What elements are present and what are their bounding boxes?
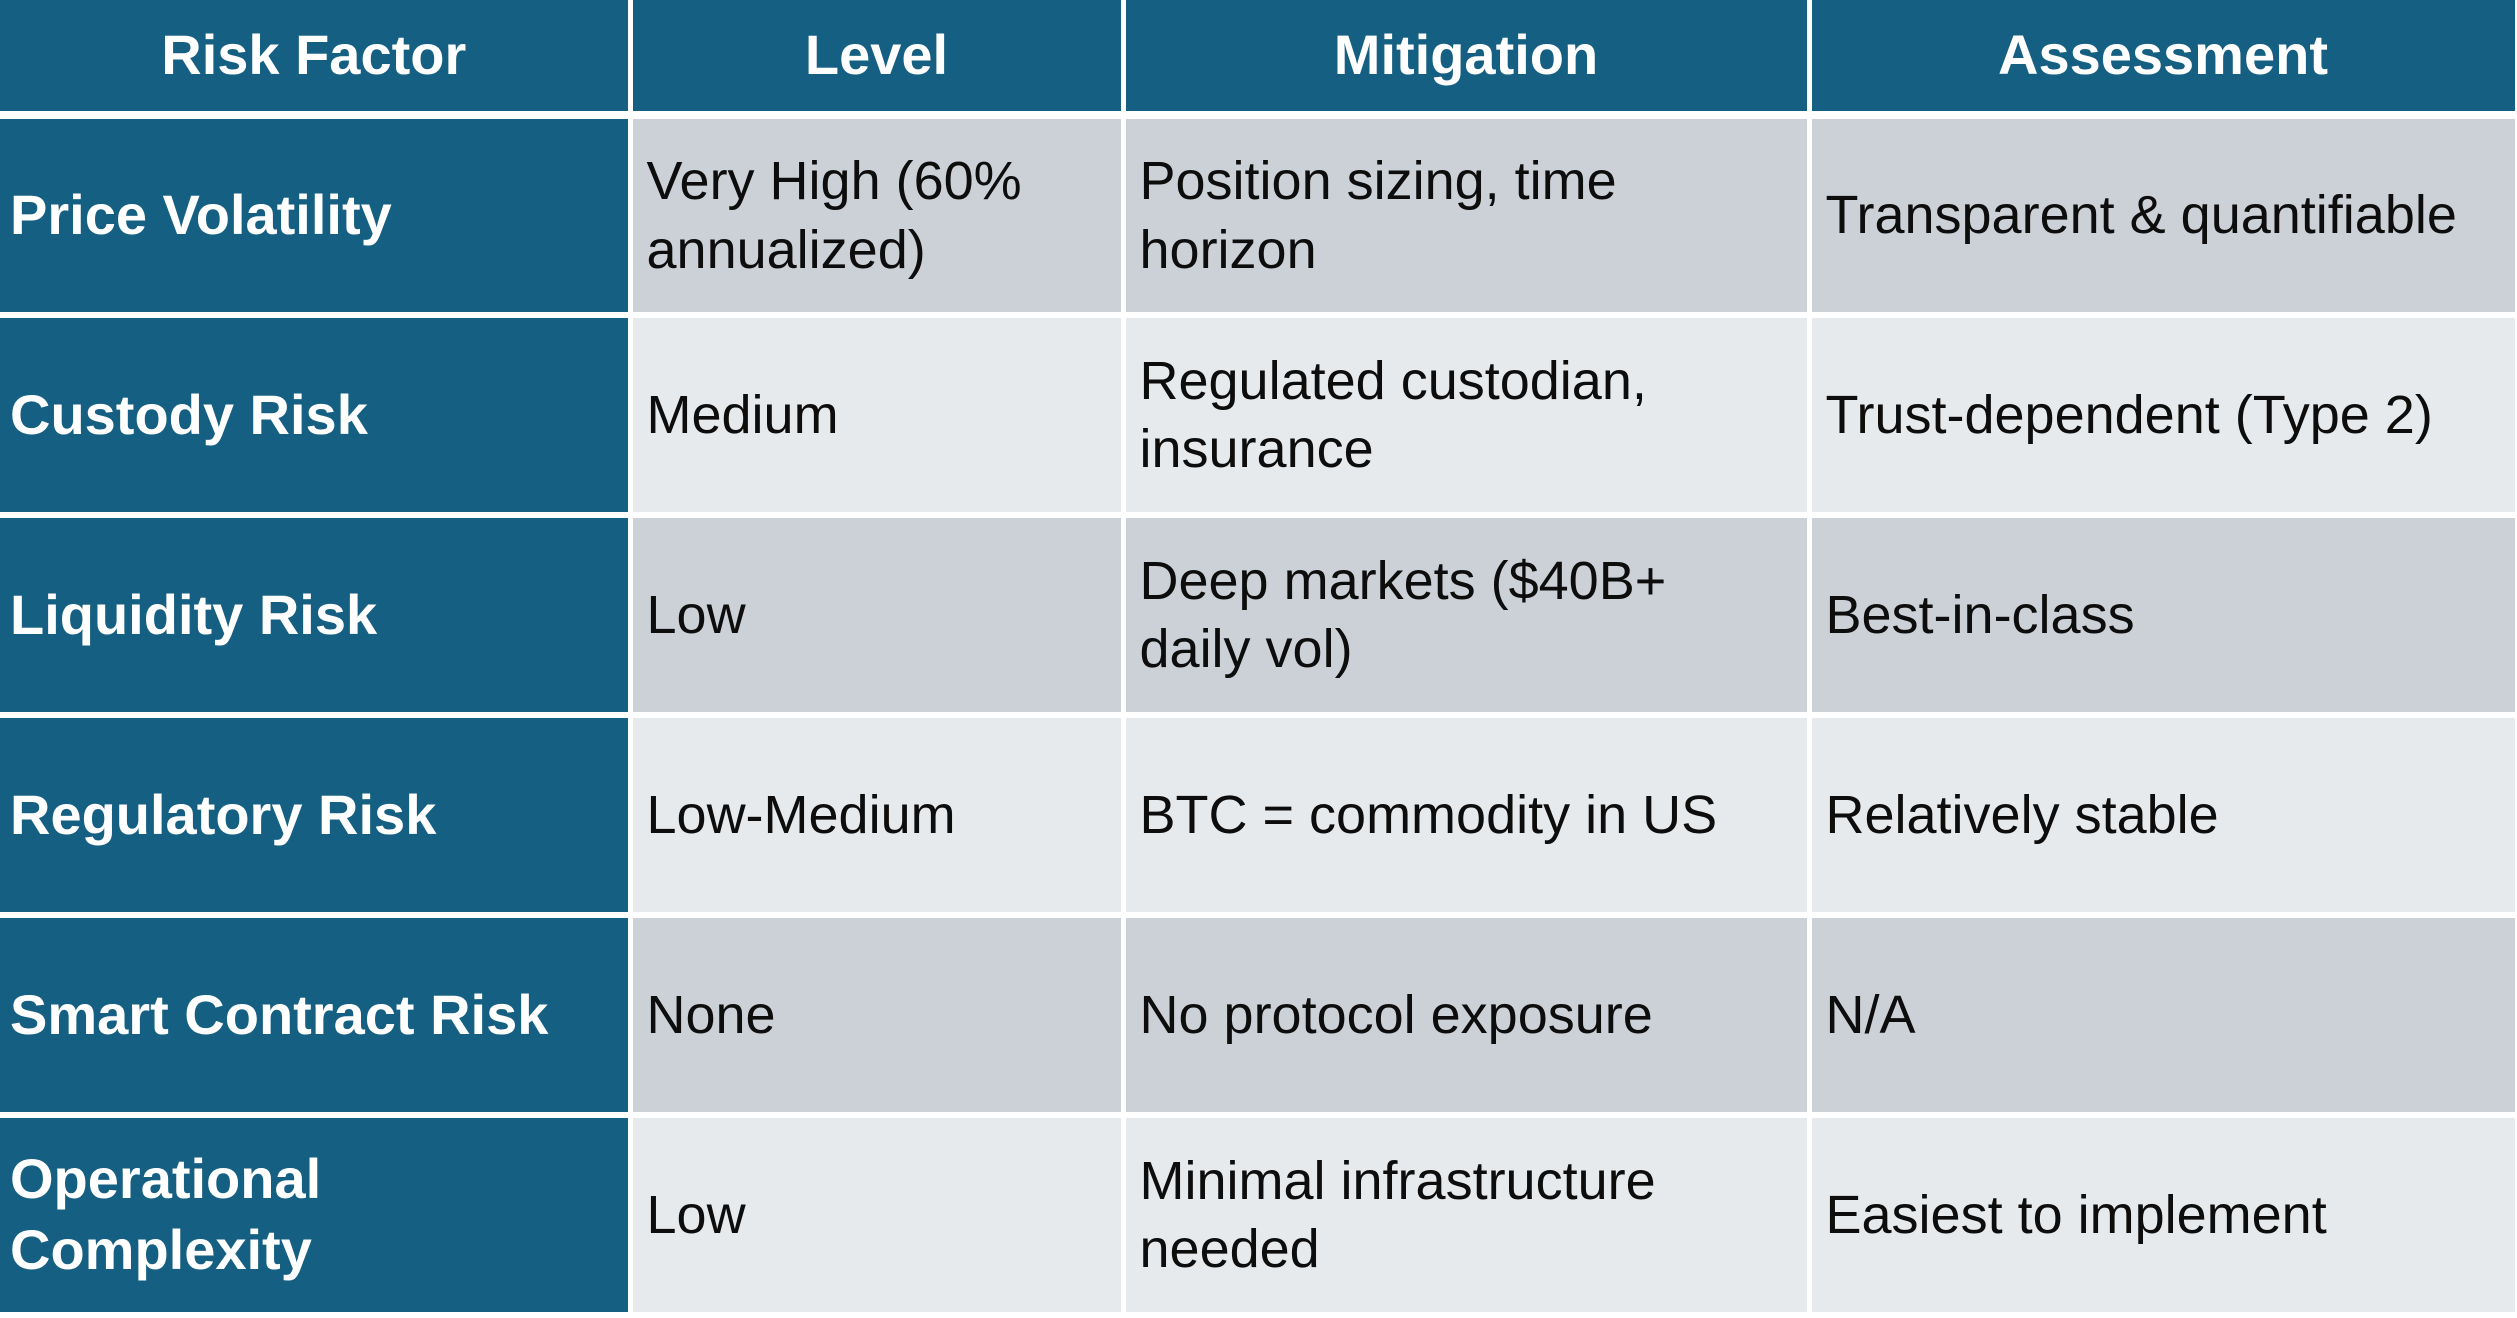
table-row-liquidity-risk: Liquidity Risk Low Deep markets ($40B+ d… <box>0 515 2517 718</box>
assessment-cell: Trust-dependent (Type 2) <box>1809 315 2517 518</box>
table-header-row: Risk Factor Level Mitigation Assessment <box>0 0 2517 119</box>
table-row-operational-complexity: Operational Complexity Low Minimal infra… <box>0 1115 2517 1318</box>
mitigation-cell: Regulated custodian, insurance <box>1123 315 1812 518</box>
assessment-cell: N/A <box>1809 915 2517 1118</box>
table-row-regulatory-risk: Regulatory Risk Low-Medium BTC = commodi… <box>0 715 2517 918</box>
column-header-risk-factor: Risk Factor <box>0 0 633 119</box>
mitigation-cell: Position sizing, time horizon <box>1123 115 1812 318</box>
mitigation-cell: BTC = commodity in US <box>1123 715 1812 918</box>
row-label-cell: Custody Risk <box>0 315 633 518</box>
row-label-cell: Regulatory Risk <box>0 715 633 918</box>
mitigation-cell: Minimal infrastructure needed <box>1123 1115 1812 1318</box>
table-row-smart-contract-risk: Smart Contract Risk None No protocol exp… <box>0 915 2517 1118</box>
row-label-cell: Price Volatility <box>0 115 633 318</box>
level-cell: Low <box>630 1115 1126 1318</box>
level-cell: Very High (60% annualized) <box>630 115 1126 318</box>
assessment-cell: Easiest to implement <box>1809 1115 2517 1318</box>
mitigation-cell: No protocol exposure <box>1123 915 1812 1118</box>
mitigation-cell: Deep markets ($40B+ daily vol) <box>1123 515 1812 718</box>
assessment-cell: Transparent & quantifiable <box>1809 115 2517 318</box>
level-cell: Low <box>630 515 1126 718</box>
row-label-cell: Operational Complexity <box>0 1115 633 1318</box>
column-header-assessment: Assessment <box>1809 0 2517 119</box>
table-row-custody-risk: Custody Risk Medium Regulated custodian,… <box>0 315 2517 518</box>
level-cell: Low-Medium <box>630 715 1126 918</box>
assessment-cell: Best-in-class <box>1809 515 2517 718</box>
column-header-mitigation: Mitigation <box>1123 0 1812 119</box>
level-cell: Medium <box>630 315 1126 518</box>
assessment-cell: Relatively stable <box>1809 715 2517 918</box>
level-cell: None <box>630 915 1126 1118</box>
column-header-level: Level <box>630 0 1126 119</box>
row-label-cell: Liquidity Risk <box>0 515 633 718</box>
row-label-cell: Smart Contract Risk <box>0 915 633 1118</box>
table-row-price-volatility: Price Volatility Very High (60% annualiz… <box>0 115 2517 318</box>
